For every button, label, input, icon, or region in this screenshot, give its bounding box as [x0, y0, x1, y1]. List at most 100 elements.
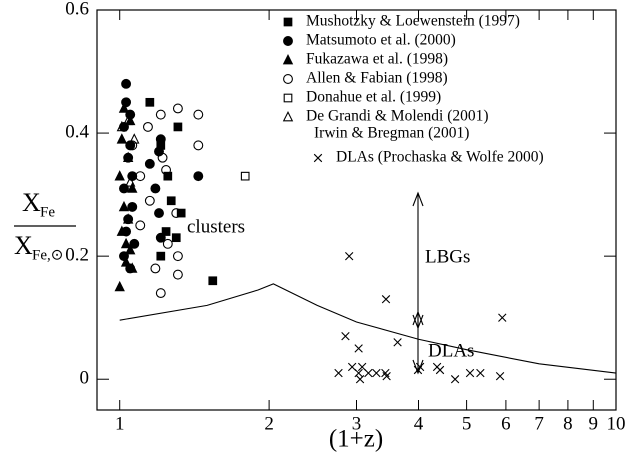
marker-square [161, 227, 171, 236]
marker-circle [157, 152, 168, 163]
marker-circle [143, 121, 153, 132]
marker-cross [435, 365, 445, 375]
marker-square [173, 122, 183, 132]
marker-circle [193, 171, 204, 182]
marker-cross [313, 153, 323, 163]
marker-square [163, 171, 173, 181]
marker-triangle [282, 110, 294, 122]
x-tick-label: 5 [462, 413, 472, 434]
marker-circle [119, 183, 129, 194]
legend-label: Allen & Fabian (1998) [306, 70, 448, 87]
legend-label: Mushotzky & Loewenstein (1997) [306, 13, 520, 30]
marker-circle [154, 208, 164, 219]
marker-circle [155, 288, 166, 299]
marker-cross [334, 368, 343, 378]
marker-circle [135, 171, 146, 182]
y-tick-label: 0 [80, 368, 90, 389]
marker-circle [144, 195, 155, 206]
marker-cross [393, 338, 402, 347]
x-tick-label: 1 [115, 413, 125, 434]
marker-circle [155, 109, 166, 120]
marker-circle [283, 36, 293, 46]
marker-cross [450, 375, 460, 384]
y-label-den-sub: Fe,⊙ [32, 247, 63, 263]
marker-triangle [120, 237, 132, 249]
marker-cross [341, 331, 350, 341]
arrows [412, 191, 424, 375]
marker-cross [498, 313, 507, 322]
x-tick-label: 4 [414, 413, 424, 434]
marker-triangle [125, 243, 136, 255]
marker-cross [372, 368, 381, 378]
marker-cross [381, 368, 390, 378]
marker-triangle [127, 262, 138, 273]
annotation: clusters [187, 216, 245, 237]
marker-triangle [114, 280, 125, 292]
annotation: DLAs [428, 340, 474, 361]
marker-square [240, 171, 250, 181]
marker-circle [161, 165, 172, 175]
marker-cross [364, 368, 373, 378]
legend-label: Donahue et al. (1999) [306, 89, 441, 106]
marker-cross [413, 365, 423, 375]
y-tick-label: 0.4 [65, 121, 89, 142]
y-tick-label: 0.2 [65, 245, 89, 266]
marker-cross [476, 368, 485, 378]
marker-circle [162, 238, 173, 249]
marker-square [283, 93, 293, 103]
marker-circle [150, 263, 161, 274]
marker-triangle [118, 200, 130, 212]
marker-circle [155, 134, 166, 145]
marker-circle [172, 103, 183, 114]
x-tick-label: 8 [563, 413, 573, 434]
marker-square [145, 97, 155, 107]
legend-label: De Grandi & Molendi (2001) [306, 108, 489, 125]
marker-triangle [118, 102, 130, 113]
annotation: LBGs [425, 246, 470, 267]
marker-square [166, 196, 176, 206]
marker-cross [382, 371, 391, 381]
marker-circle [171, 208, 182, 219]
marker-cross [381, 295, 391, 304]
marker-circle [172, 269, 183, 280]
marker-circle [150, 183, 161, 194]
marker-circle [193, 109, 204, 120]
x-tick-label: 9 [589, 413, 599, 434]
y-label-num: X [22, 188, 41, 217]
marker-triangle [125, 176, 136, 187]
marker-triangle [122, 114, 134, 126]
marker-circle [172, 251, 183, 262]
marker-triangle [127, 182, 138, 193]
marker-triangle [129, 133, 140, 144]
y-tick-label: 0.6 [65, 0, 89, 19]
marker-cross [345, 251, 354, 261]
marker-cross [355, 375, 365, 384]
marker-square [171, 233, 181, 243]
marker-triangle [122, 213, 134, 224]
marker-square [283, 17, 293, 27]
legend-label: DLAs (Prochaska & Wolfe 2000) [336, 149, 544, 166]
x-tick-label: 10 [607, 413, 626, 434]
marker-square [208, 276, 218, 286]
marker-triangle [282, 53, 294, 65]
x-tick-label: 6 [501, 413, 511, 434]
marker-circle [121, 78, 132, 89]
marker-circle [283, 74, 293, 84]
x-tick-label: 7 [534, 413, 544, 434]
y-label-den: X [14, 231, 33, 260]
marker-triangle [114, 170, 125, 181]
marker-circle [135, 220, 146, 231]
marker-circle [193, 140, 204, 151]
legend-label: Fukazawa et al. (1998) [306, 51, 448, 68]
marker-circle [155, 232, 166, 243]
marker-triangle [116, 133, 128, 144]
marker-circle [127, 201, 138, 212]
marker-triangle [120, 256, 132, 267]
model-curve [119, 283, 617, 374]
x-tick-label: 3 [352, 413, 362, 434]
marker-circle [127, 140, 138, 151]
marker-triangle [116, 225, 128, 236]
marker-circle [129, 238, 140, 249]
marker-square [156, 251, 166, 261]
